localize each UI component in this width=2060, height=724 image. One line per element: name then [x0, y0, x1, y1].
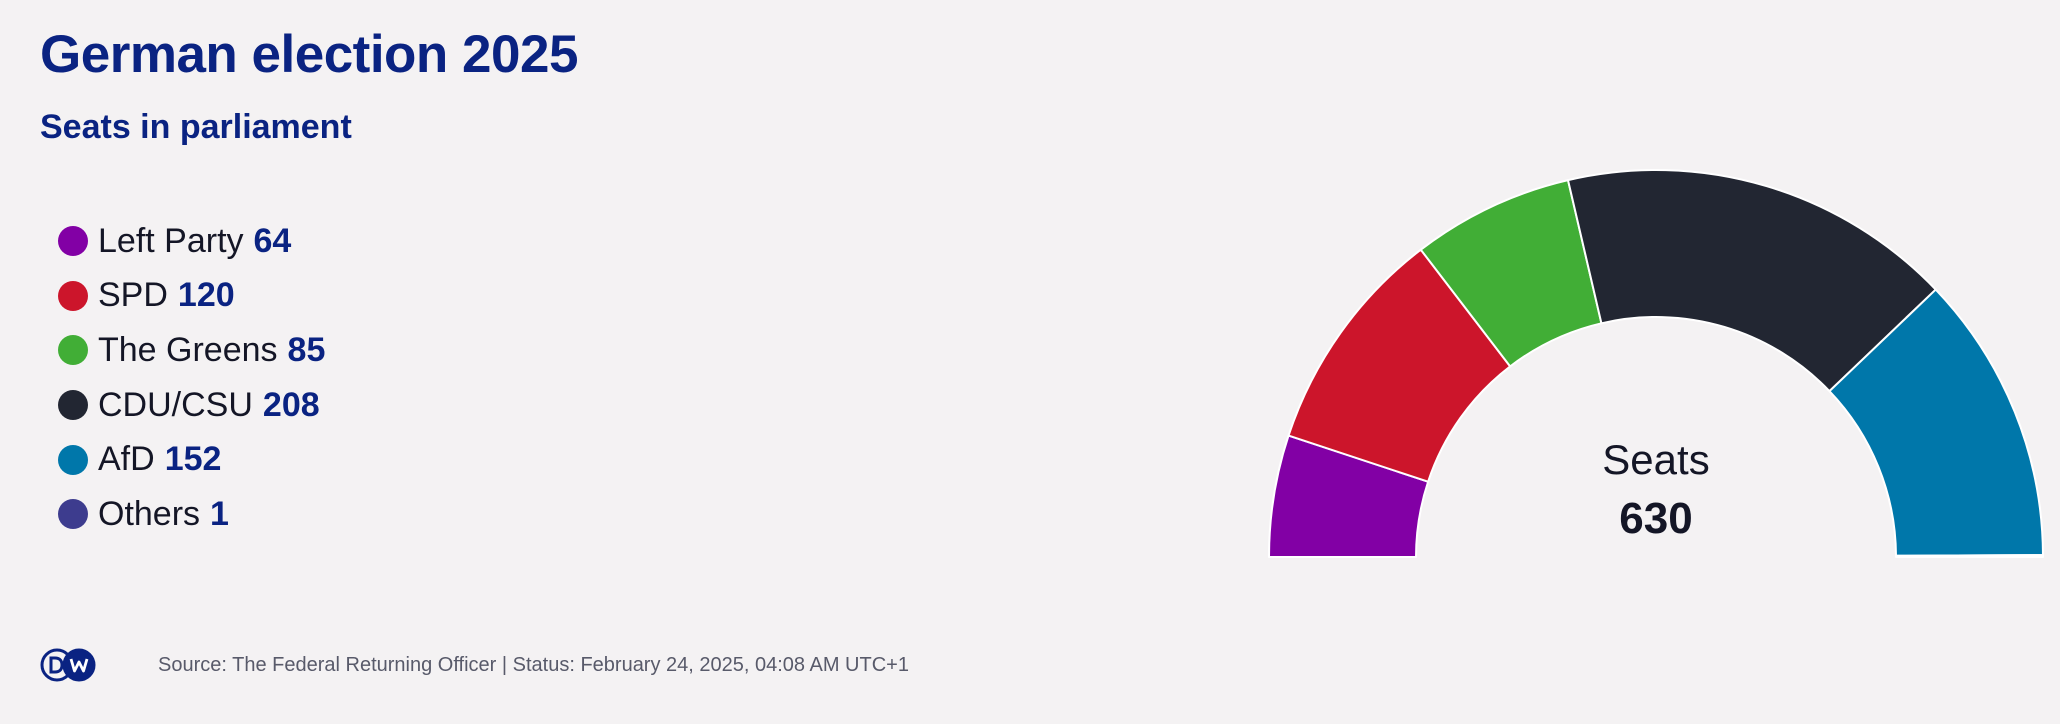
source-note: Source: The Federal Returning Officer | … [158, 653, 909, 676]
legend-item: SPD 120 [58, 269, 325, 324]
legend: Left Party 64 SPD 120 The Greens 85 CDU/CSU 208… [58, 214, 325, 542]
seat-segment-others [1895, 554, 2045, 558]
legend-item: AfD 152 [58, 432, 325, 487]
legend-value: 152 [164, 440, 222, 479]
legend-label: Others [98, 494, 201, 533]
legend-swatch [58, 226, 88, 257]
legend-label: CDU/CSU [98, 385, 253, 424]
legend-swatch [58, 390, 88, 421]
legend-swatch [58, 499, 88, 530]
chart-title: German election 2025 [40, 25, 578, 84]
seat-arcs [1268, 169, 2045, 558]
legend-swatch [58, 335, 88, 366]
legend-item: Left Party 64 [58, 214, 325, 269]
legend-label: SPD [98, 276, 168, 315]
legend-value: 120 [177, 276, 235, 315]
seat-segment-cdu-csu [1567, 169, 1937, 393]
center-label: Seats [1602, 436, 1709, 483]
legend-label: AfD [98, 440, 155, 479]
legend-item: CDU/CSU 208 [58, 378, 325, 433]
legend-label: The Greens [98, 330, 278, 369]
legend-value: 208 [262, 385, 320, 424]
legend-swatch [58, 280, 88, 311]
legend-value: 85 [287, 330, 326, 369]
footer: Source: The Federal Returning Officer | … [40, 648, 909, 682]
legend-value: 1 [210, 494, 229, 533]
legend-label: Left Party [98, 221, 244, 260]
dw-logo-icon [40, 648, 96, 682]
legend-value: 64 [253, 221, 292, 260]
legend-item: Others 1 [58, 487, 325, 542]
center-total: 630 [1619, 494, 1692, 543]
legend-item: The Greens 85 [58, 323, 325, 378]
legend-swatch [58, 444, 88, 475]
chart-subtitle: Seats in parliament [40, 108, 352, 146]
